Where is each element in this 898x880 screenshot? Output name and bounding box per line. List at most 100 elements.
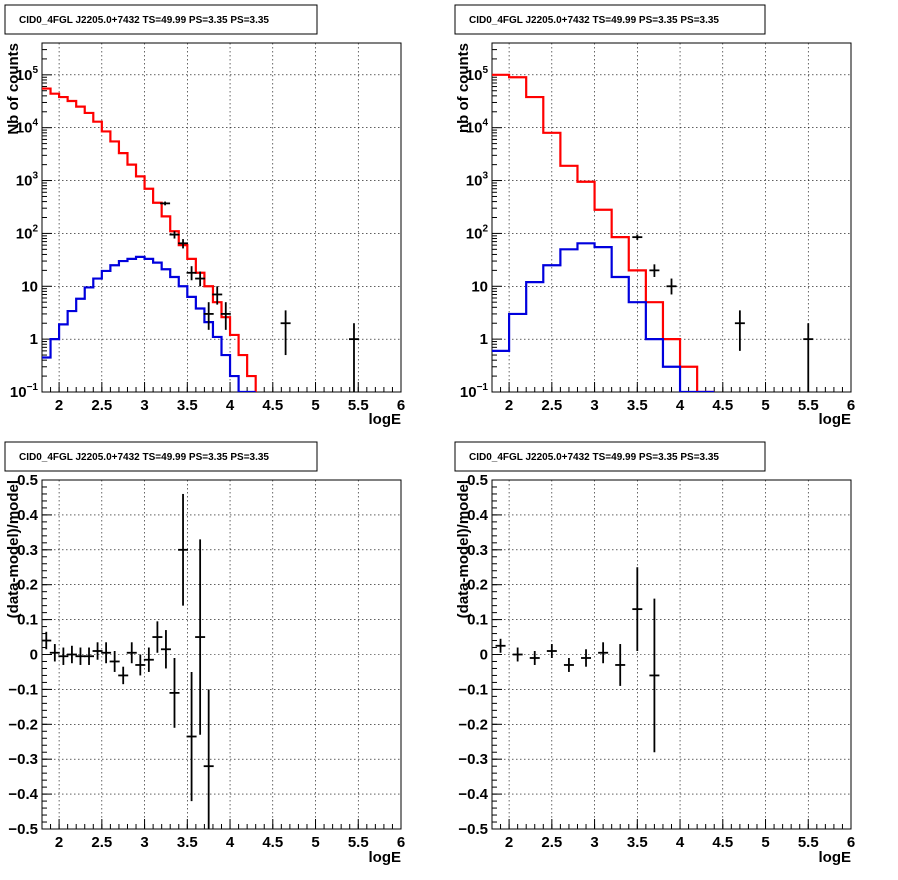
y-tick-label: 102 (16, 223, 39, 242)
y-tick-label: 10−1 (460, 382, 489, 401)
title-box (454, 4, 766, 35)
y-tick-label: 105 (16, 65, 39, 84)
y-tick-exponent: 3 (32, 171, 38, 182)
x-tick-label: 4.5 (712, 397, 733, 414)
x-tick-label: 3.5 (177, 397, 198, 414)
title-box (4, 4, 318, 35)
x-tick-label: 2 (505, 834, 513, 851)
y-tick-exponent: 2 (32, 223, 38, 234)
x-tick-label: 2.5 (541, 834, 562, 851)
plot-area (42, 87, 359, 392)
y-tick-base: 10 (10, 384, 27, 401)
chart-title: CID0_4FGL J2205.0+7432 TS=49.99 PS=3.35 … (19, 452, 269, 463)
x-axis-label: logE (819, 849, 852, 866)
x-tick-label: 3.5 (177, 834, 198, 851)
x-tick-label: 2 (505, 397, 513, 414)
y-tick-label: 0.3 (467, 542, 488, 559)
y-tick-label: −0.2 (458, 716, 488, 733)
y-tick-label: 0.5 (467, 472, 488, 489)
series-total-line (42, 87, 257, 392)
y-tick-label: 0.5 (17, 472, 38, 489)
x-tick-label: 6 (847, 834, 855, 851)
y-axis-label: Nb of counts (5, 43, 22, 135)
series-total-line (492, 73, 715, 392)
y-tick-base: 10 (466, 225, 483, 242)
y-tick-base: 10 (16, 120, 33, 137)
plot-frame (41, 479, 402, 830)
x-tick-label: 6 (397, 834, 405, 851)
x-tick-label: 5.5 (348, 397, 369, 414)
y-tick-label: −0.3 (8, 751, 38, 768)
x-tick-label: 5 (761, 397, 769, 414)
x-tick-label: 5.5 (798, 834, 819, 851)
x-axis-label: logE (369, 849, 402, 866)
y-tick-label: 0.2 (467, 577, 488, 594)
x-tick-label: 5 (311, 397, 319, 414)
x-tick-label: 5.5 (348, 834, 369, 851)
y-tick-base: 10 (16, 225, 33, 242)
plot-frame (41, 42, 402, 393)
y-tick-label: −0.4 (458, 786, 488, 803)
x-tick-label: 5 (761, 834, 769, 851)
y-tick-label: −0.2 (8, 716, 38, 733)
panel-bottom-left: CID0_4FGL J2205.0+7432 TS=49.99 PS=3.35 … (4, 441, 405, 866)
x-tick-label: 2.5 (91, 397, 112, 414)
y-tick-label: 0 (480, 647, 488, 664)
y-tick-exponent: −1 (27, 382, 39, 393)
x-tick-label: 4 (226, 834, 235, 851)
panel-bottom-right: CID0_4FGL J2205.0+7432 TS=49.99 PS=3.35 … (454, 441, 855, 866)
x-tick-label: 4.5 (262, 834, 283, 851)
y-tick-label: 0.3 (17, 542, 38, 559)
y-tick-label: 1 (30, 331, 38, 348)
y-tick-label: 103 (466, 171, 489, 190)
plot-frame (491, 42, 852, 393)
x-tick-label: 4.5 (262, 397, 283, 414)
x-tick-label: 3.5 (627, 834, 648, 851)
x-tick-label: 3 (140, 834, 148, 851)
y-tick-label: 1 (480, 331, 488, 348)
plot-area (42, 493, 214, 829)
title-box (454, 441, 766, 472)
x-tick-label: 4 (676, 834, 685, 851)
y-tick-label: 0 (30, 647, 38, 664)
y-tick-label: 102 (466, 223, 489, 242)
y-tick-base: 10 (16, 173, 33, 190)
y-tick-base: 10 (466, 120, 483, 137)
y-tick-label: 0.4 (17, 507, 39, 524)
x-tick-label: 3 (140, 397, 148, 414)
y-tick-label: −0.1 (8, 681, 38, 698)
y-axis-label: (data-model)/model (455, 480, 472, 618)
panel-top-right: CID0_4FGL J2205.0+7432 TS=49.99 PS=3.35 … (454, 4, 855, 428)
panel-top-left: CID0_4FGL J2205.0+7432 TS=49.99 PS=3.35 … (4, 4, 405, 428)
y-tick-label: 104 (16, 118, 39, 137)
x-tick-label: 5 (311, 834, 319, 851)
y-tick-label: 104 (466, 118, 489, 137)
x-tick-label: 3 (590, 834, 598, 851)
y-tick-label: −0.1 (458, 681, 488, 698)
y-tick-label: −0.3 (458, 751, 488, 768)
y-tick-exponent: 3 (482, 171, 488, 182)
x-tick-label: 6 (847, 397, 855, 414)
y-axis-label: nb of counts (455, 43, 472, 133)
y-tick-label: 105 (466, 65, 489, 84)
y-tick-base: 10 (466, 67, 483, 84)
x-tick-label: 4.5 (712, 834, 733, 851)
x-tick-label: 2.5 (91, 834, 112, 851)
y-tick-label: 0.2 (17, 577, 38, 594)
y-tick-base: 10 (466, 173, 483, 190)
y-tick-label: −0.5 (458, 821, 488, 838)
y-tick-label: −0.5 (8, 821, 38, 838)
x-axis-label: logE (369, 411, 402, 428)
y-tick-base: 10 (16, 67, 33, 84)
plot-area (492, 73, 814, 392)
y-tick-exponent: 5 (32, 65, 38, 76)
y-tick-exponent: 4 (32, 118, 38, 129)
y-tick-exponent: 2 (482, 223, 488, 234)
series-source-line (42, 255, 256, 392)
y-tick-label: −0.4 (8, 786, 38, 803)
chart-title: CID0_4FGL J2205.0+7432 TS=49.99 PS=3.35 … (19, 15, 269, 26)
x-tick-label: 2 (55, 834, 63, 851)
x-tick-label: 2.5 (541, 397, 562, 414)
